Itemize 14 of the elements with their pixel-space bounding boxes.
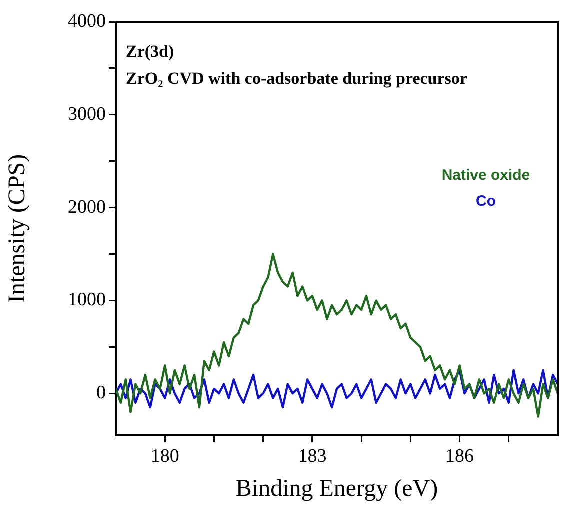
x-tick-label: 186 bbox=[446, 446, 474, 467]
y-tick-label: 0 bbox=[96, 382, 106, 404]
text: Zr(3d) bbox=[126, 42, 174, 61]
x-axis-title: Binding Energy (eV) bbox=[236, 476, 438, 502]
text: Native oxide bbox=[442, 167, 530, 184]
y-axis-title: Intensity (CPS) bbox=[4, 154, 31, 304]
x-tick-label: 180 bbox=[150, 446, 180, 467]
y-tick-label: 4000 bbox=[68, 10, 106, 32]
y-tick-label: 3000 bbox=[68, 104, 106, 125]
text: Co bbox=[476, 193, 496, 210]
x-tick-label: 183 bbox=[298, 446, 327, 467]
y-tick-label: 2000 bbox=[68, 196, 106, 218]
y-tick-label: 1000 bbox=[68, 290, 106, 311]
text: ZrO₂ CVD with co-adsorbate during precursor bbox=[126, 69, 468, 88]
